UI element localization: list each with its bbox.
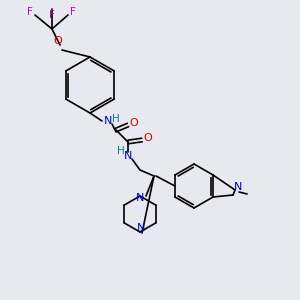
Text: N: N	[234, 182, 242, 192]
Text: N: N	[137, 223, 145, 233]
Text: H: H	[112, 114, 120, 124]
Text: N: N	[136, 193, 144, 203]
Text: H: H	[117, 146, 125, 156]
Text: N: N	[124, 151, 132, 161]
Text: O: O	[130, 118, 138, 128]
Text: F: F	[27, 7, 33, 17]
Text: O: O	[54, 36, 62, 46]
Text: N: N	[104, 116, 112, 126]
Text: F: F	[70, 7, 76, 17]
Text: F: F	[49, 10, 55, 20]
Text: O: O	[144, 133, 152, 143]
